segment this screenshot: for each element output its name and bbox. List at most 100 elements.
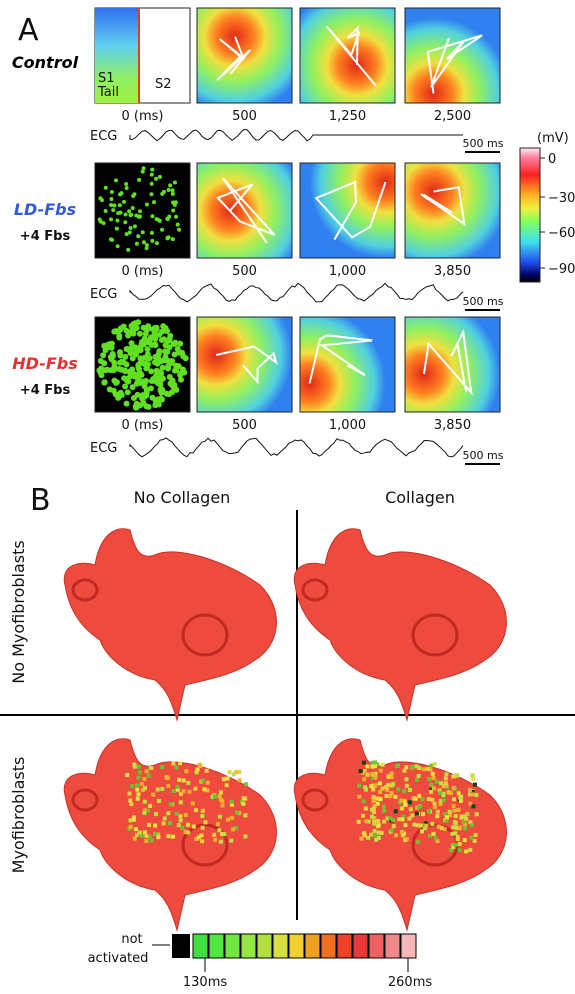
activation-patch xyxy=(194,808,199,813)
fibroblast xyxy=(117,359,124,366)
activation-patch xyxy=(452,808,457,813)
valve xyxy=(301,788,329,812)
fibroblast xyxy=(158,370,165,377)
activation-patch xyxy=(401,814,406,819)
activation-patch xyxy=(442,784,447,789)
legend-text: 260ms xyxy=(388,975,432,990)
activation-patch xyxy=(399,798,404,803)
activation-patch xyxy=(204,768,209,773)
fibroblast xyxy=(109,203,114,208)
activation-patch xyxy=(415,823,420,828)
activation-patch xyxy=(389,828,394,833)
fibroblast xyxy=(128,322,135,329)
fibroblast xyxy=(122,353,129,360)
activation-patch xyxy=(127,791,132,796)
activation-patch xyxy=(229,815,234,820)
fibroblast xyxy=(112,391,119,398)
activation-patch xyxy=(404,783,409,788)
fibroblast xyxy=(109,217,114,222)
activation-patch xyxy=(380,786,385,791)
activation-patch xyxy=(128,818,133,823)
activation-patch xyxy=(432,762,437,767)
activation-patch xyxy=(233,826,238,831)
activation-patch xyxy=(439,825,444,830)
activation-patch xyxy=(434,779,439,784)
activation-patch xyxy=(376,835,381,840)
activation-patch xyxy=(373,783,378,788)
activation-patch xyxy=(407,816,412,821)
activation-patch xyxy=(131,815,136,820)
activation-patch xyxy=(450,831,455,836)
activation-patch xyxy=(442,827,447,832)
legend-swatch xyxy=(208,933,225,959)
activation-patch xyxy=(441,798,446,803)
activation-patch xyxy=(470,823,475,828)
fibroblast xyxy=(158,336,165,343)
activation-patch xyxy=(449,791,454,796)
activation-patch xyxy=(452,797,457,802)
fibroblast xyxy=(173,200,178,205)
tile xyxy=(196,316,293,413)
activation-patch xyxy=(132,762,137,767)
fibroblast xyxy=(140,230,145,235)
fibroblast xyxy=(123,327,130,334)
activation-patch xyxy=(231,827,236,832)
time-label: 2,500 xyxy=(434,109,471,124)
heart xyxy=(63,738,277,932)
activation-patch xyxy=(468,820,473,825)
activation-patch xyxy=(396,787,401,792)
activation-patch xyxy=(371,772,376,777)
fibroblast xyxy=(141,166,146,171)
activation-patch xyxy=(404,777,409,782)
fibroblast xyxy=(132,224,137,229)
activation-patch xyxy=(382,808,387,813)
activation-patch xyxy=(435,839,440,844)
ecg-label: ECG xyxy=(90,129,117,144)
activation-patch xyxy=(360,770,365,775)
activation-patch xyxy=(139,782,144,787)
fibroblast xyxy=(150,238,155,243)
activation-patch xyxy=(417,804,422,809)
activation-patch xyxy=(402,789,407,794)
activation-patch xyxy=(135,787,140,792)
legend-swatch xyxy=(384,933,401,959)
activation-patch xyxy=(372,760,377,765)
activation-patch xyxy=(431,776,436,781)
time-label: 0 (ms) xyxy=(122,109,164,124)
activation-patch xyxy=(471,777,476,782)
activation-patch xyxy=(399,806,404,811)
activation-patch xyxy=(183,813,188,818)
fibroblast xyxy=(136,234,141,239)
fibroblast xyxy=(171,208,176,213)
activation-patch xyxy=(468,801,473,806)
legend-text: 130ms xyxy=(183,975,227,990)
activation-patch xyxy=(391,824,396,829)
activation-patch xyxy=(146,773,151,778)
fibroblast xyxy=(175,222,180,227)
fibroblast xyxy=(115,244,120,249)
activation-patch xyxy=(470,792,475,797)
activation-patch xyxy=(426,797,431,802)
legend-swatch xyxy=(288,933,305,959)
fibroblast xyxy=(161,357,168,364)
activation-patch xyxy=(171,789,176,794)
scale-bar-label: 500 ms xyxy=(463,137,504,150)
activation-patch xyxy=(374,837,379,842)
fibroblast xyxy=(160,191,165,196)
activation-patch xyxy=(372,829,377,834)
activation-patch xyxy=(464,849,469,854)
activation-patch xyxy=(361,831,366,836)
activation-patch xyxy=(399,829,404,834)
activation-patch xyxy=(382,819,387,824)
activation-patch xyxy=(166,834,171,839)
fibroblast xyxy=(98,365,105,372)
activation-patch xyxy=(136,792,141,797)
filament xyxy=(426,34,483,94)
time-label: 0 (ms) xyxy=(122,418,164,433)
fibroblast xyxy=(152,335,159,342)
fibroblast xyxy=(117,389,124,396)
fibroblast xyxy=(161,348,168,355)
fibroblast xyxy=(177,340,184,347)
activation-patch xyxy=(162,816,167,821)
fibroblast xyxy=(116,332,123,339)
